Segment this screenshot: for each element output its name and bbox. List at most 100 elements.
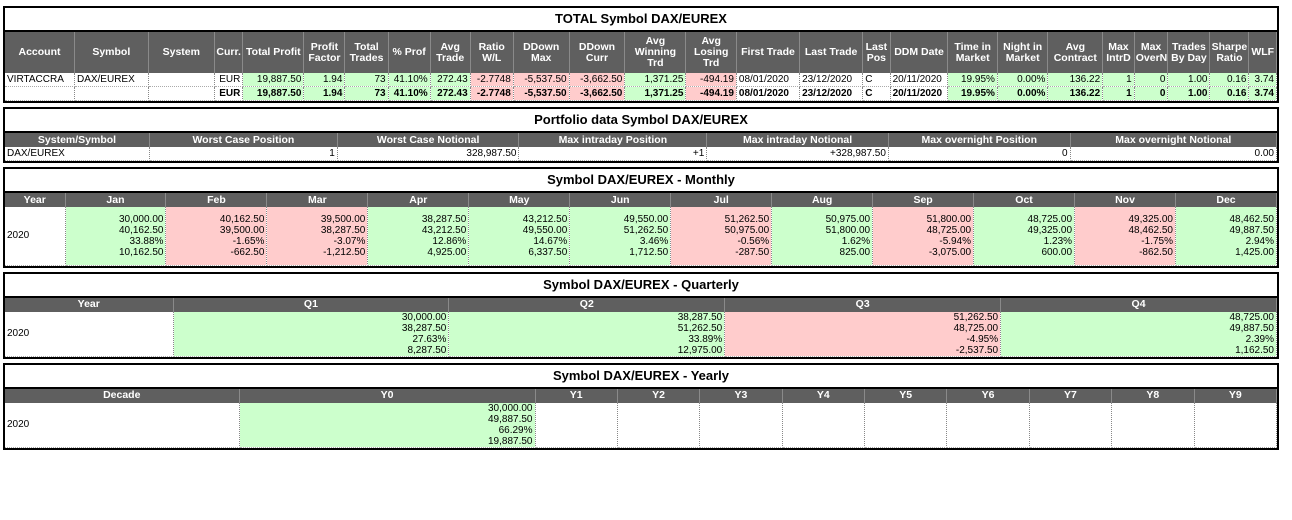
total-col-header: % Prof [388,32,431,73]
yearly-value: 30,000.00 [488,402,533,414]
quarterly-block: Symbol DAX/EUREX - Quarterly Year Q1 Q2 Q3 Q… [3,271,1279,359]
monthly-value: 49,325.00 [1128,213,1173,225]
total-cell: 3.74 [1248,73,1277,87]
total-cell: 0.00% [997,73,1049,87]
quarterly-value: 1,162.50 [1235,344,1274,356]
quarterly-cell: 30,000.00 38,287.50 27.63% 8,287.50 [173,311,450,357]
total-cell: DAX/EUREX [74,73,149,87]
monthly-value: 51,262.50 [724,213,770,225]
quarterly-value: -2,537.50 [955,344,999,356]
table-row: 2020 30,000.00 49,887.50 66.29% 19,887.50 [5,402,1277,448]
monthly-cell: 51,800.00 48,725.00 -5.94% -3,075.00 [872,207,975,266]
total-cell: 1,371.25 [624,73,687,87]
portfolio-cell: +328,987.50 [706,147,889,161]
portfolio-col-header: Max overnight Position [888,133,1071,147]
table-row: 2020 30,000.00 38,287.50 27.63% 8,287.50 38,2… [5,311,1277,357]
yearly-col-header: Y9 [1194,388,1277,403]
monthly-value: 38,287.50 [320,224,366,236]
monthly-value: 50,975.00 [825,213,871,225]
quarterly-value: 38,287.50 [677,311,723,323]
total-cell: 20/11/2020 [890,73,949,87]
monthly-col-header: Jun [569,193,672,207]
yearly-cell-empty [1111,402,1195,448]
total-cell [5,86,75,101]
total-col-header: Symbol [74,32,149,73]
yearly-col-header: Y0 [239,388,536,403]
monthly-cell: 39,500.00 38,287.50 -3.07% -1,212.50 [266,207,369,266]
total-col-header: Night in Market [997,32,1049,73]
portfolio-cell: DAX/EUREX [5,147,150,161]
monthly-value: 49,887.50 [1229,224,1275,236]
monthly-value: 40,162.50 [118,224,164,236]
monthly-col-header: Feb [165,193,268,207]
table-row: 2020 30,000.00 40,162.50 33.88% 10,162.50 40,… [5,207,1278,266]
quarterly-value: 30,000.00 [401,311,447,323]
total-cell: 1.00 [1167,86,1211,101]
total-col-header: Last Pos [862,32,891,73]
monthly-cell: 51,262.50 50,975.00 -0.56% -287.50 [670,207,773,266]
yearly-cell-empty [1194,402,1277,448]
total-cell: 0 [1134,73,1169,87]
total-cell: 272.43 [430,73,471,87]
total-cell: 08/01/2020 [736,86,801,101]
total-cell: 0.16 [1209,86,1250,101]
total-col-header: DDown Curr [569,32,626,73]
total-cell: 1 [1102,86,1135,101]
total-col-header: Total Trades [344,32,389,73]
monthly-cell: 50,975.00 51,800.00 1.62% 825.00 [771,207,874,266]
monthly-block: Symbol DAX/EUREX - Monthly Year Jan Feb Mar… [3,167,1279,268]
monthly-value: -662.50 [230,246,265,258]
monthly-title: Symbol DAX/EUREX - Monthly [5,169,1277,193]
yearly-cell-empty [535,402,618,448]
quarterly-value: 12,975.00 [677,344,723,356]
monthly-value: 40,162.50 [219,213,265,225]
yearly-value: 49,887.50 [488,413,533,425]
monthly-value: 48,462.50 [1128,224,1173,236]
total-cell: 20/11/2020 [890,86,949,101]
total-cell: 19.95% [947,86,998,101]
yearly-year: 2020 [5,402,240,448]
total-cell [148,86,215,101]
monthly-col-header: May [468,193,571,207]
monthly-value: 2.94% [1245,235,1274,247]
total-block: TOTAL Symbol DAX/EUREX Account Symbol Syst… [3,6,1279,103]
total-cell: -494.19 [685,86,737,101]
monthly-value: 30,000.00 [118,213,164,225]
total-col-header: Max IntrD [1102,32,1135,73]
monthly-cell: 48,462.50 49,887.50 2.94% 1,425.00 [1175,207,1278,266]
monthly-value: -1,212.50 [323,246,366,258]
total-cell: 3.74 [1248,86,1277,101]
quarterly-col-header: Q3 [724,297,1002,312]
portfolio-col-header: System/Symbol [5,133,150,147]
total-col-header: Trades By Day [1167,32,1211,73]
portfolio-col-header: Max overnight Notional [1070,133,1278,147]
quarterly-value: 27.63% [412,333,447,345]
portfolio-col-header: Max intraday Position [518,133,708,147]
yearly-col-header: Y5 [864,388,948,403]
table-row: EUR 19,887.50 1.94 73 41.10% 272.43 -2.7748 -5,… [5,86,1277,101]
total-cell: 73 [344,73,389,87]
monthly-value: -1.75% [1141,235,1173,247]
total-col-header: Ratio W/L [470,32,514,73]
total-cell: -5,537.50 [513,73,570,87]
monthly-value: 50,975.00 [724,224,770,236]
total-cell: 23/12/2020 [799,86,864,101]
monthly-col-header: Aug [771,193,874,207]
monthly-value: 4,925.00 [427,246,467,258]
monthly-value: -1.65% [232,235,265,247]
monthly-cell: 49,325.00 48,462.50 -1.75% -862.50 [1074,207,1176,266]
monthly-value: 33.88% [129,235,164,247]
yearly-cell-empty [699,402,783,448]
quarterly-cell: 51,262.50 48,725.00 -4.95% -2,537.50 [724,311,1002,357]
total-cell: 19,887.50 [242,73,305,87]
total-col-header: Last Trade [799,32,864,73]
monthly-col-header: Mar [266,193,369,207]
monthly-col-header: Apr [367,193,470,207]
monthly-value: 49,325.00 [1027,224,1073,236]
quarterly-cell: 48,725.00 49,887.50 2.39% 1,162.50 [1000,311,1277,357]
portfolio-col-header: Worst Case Position [149,133,338,147]
total-col-header: Account [5,32,75,73]
total-col-header: Max OverN [1134,32,1169,73]
yearly-cell-empty [1029,402,1113,448]
yearly-col-header: Decade [5,388,240,403]
